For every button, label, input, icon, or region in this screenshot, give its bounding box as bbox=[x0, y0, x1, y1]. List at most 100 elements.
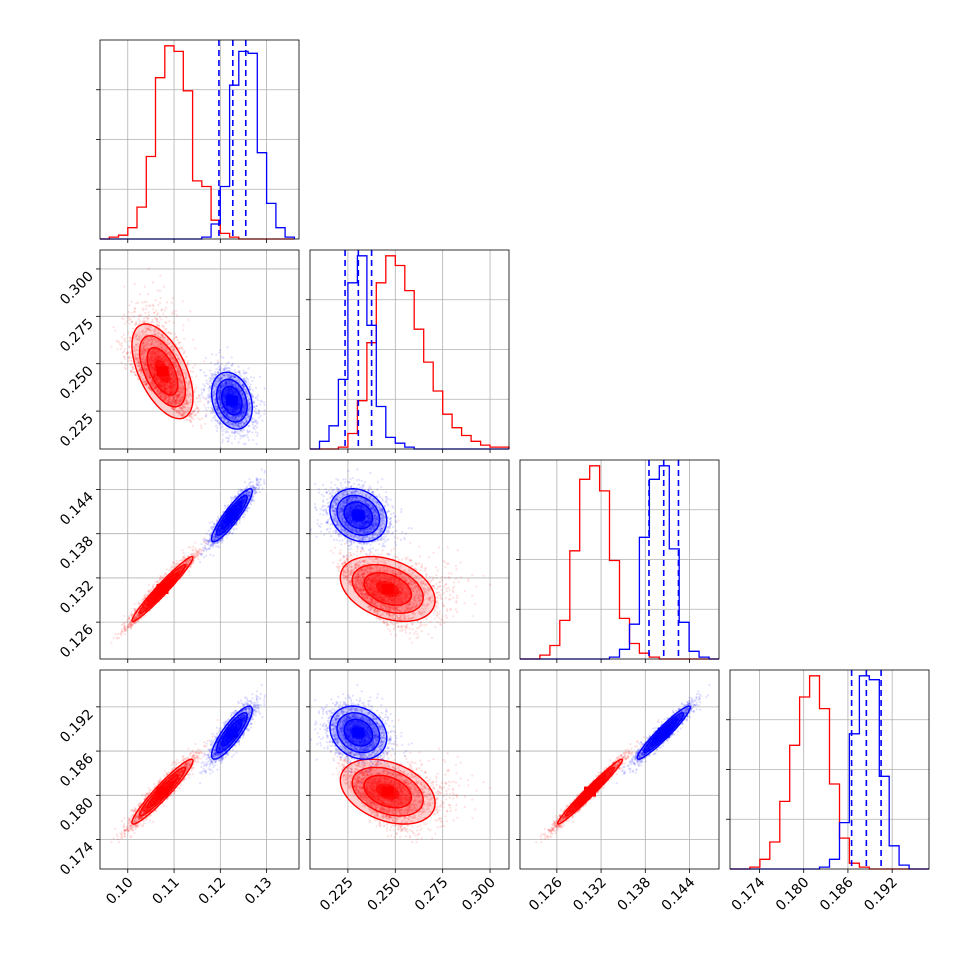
scatter-point bbox=[163, 383, 166, 386]
scatter-point bbox=[186, 361, 190, 365]
scatter-point bbox=[163, 394, 166, 397]
scatter-point bbox=[149, 356, 152, 359]
scatter-point bbox=[171, 381, 174, 384]
scatter-point bbox=[154, 372, 157, 376]
scatter-point bbox=[163, 384, 166, 387]
scatter-point bbox=[144, 361, 147, 364]
scatter-point bbox=[139, 369, 142, 372]
scatter-point bbox=[166, 359, 169, 362]
scatter-point bbox=[159, 289, 162, 292]
scatter-point bbox=[198, 418, 201, 421]
scatter-point bbox=[194, 347, 197, 350]
scatter-point bbox=[161, 385, 164, 388]
scatter-point bbox=[236, 432, 239, 435]
scatter-point bbox=[164, 345, 167, 348]
scatter-point bbox=[150, 355, 153, 358]
scatter-point bbox=[226, 346, 229, 349]
scatter-point bbox=[149, 304, 152, 307]
scatter-point bbox=[171, 396, 175, 399]
scatter-point bbox=[158, 391, 161, 394]
scatter-point bbox=[152, 374, 155, 378]
scatter-point bbox=[140, 330, 144, 333]
scatter-point bbox=[216, 362, 219, 365]
scatter-point bbox=[200, 424, 203, 427]
scatter-point bbox=[178, 394, 181, 397]
scatter-point bbox=[134, 356, 138, 360]
scatter-point bbox=[155, 339, 158, 342]
scatter-point bbox=[134, 357, 137, 360]
scatter-point bbox=[153, 311, 156, 314]
scatter-point bbox=[192, 418, 195, 421]
scatter-point bbox=[168, 351, 171, 354]
scatter-point bbox=[252, 427, 255, 430]
scatter-point bbox=[177, 342, 180, 345]
scatter-point bbox=[155, 387, 158, 390]
scatter-point bbox=[168, 386, 171, 390]
scatter-point bbox=[128, 336, 131, 339]
scatter-point bbox=[164, 306, 168, 309]
scatter-point bbox=[164, 389, 167, 392]
scatter-point bbox=[157, 391, 160, 394]
scatter-point bbox=[132, 345, 135, 348]
scatter-point bbox=[163, 395, 166, 398]
scatter-point bbox=[214, 363, 217, 366]
scatter-point bbox=[155, 376, 158, 380]
scatter-point bbox=[169, 382, 172, 385]
scatter-point bbox=[129, 318, 132, 321]
scatter-point bbox=[171, 374, 174, 377]
scatter-point bbox=[133, 347, 136, 350]
scatter-point bbox=[152, 384, 155, 387]
scatter-point bbox=[149, 388, 152, 391]
scatter-point bbox=[152, 367, 155, 370]
scatter-point bbox=[154, 334, 157, 337]
scatter-point bbox=[172, 380, 175, 383]
scatter-point bbox=[129, 363, 132, 366]
scatter-point bbox=[189, 412, 192, 415]
scatter-point bbox=[147, 373, 150, 376]
scatter-point bbox=[176, 371, 180, 374]
scatter-point bbox=[145, 362, 148, 365]
scatter-point bbox=[159, 342, 162, 345]
scatter-point bbox=[149, 321, 153, 324]
scatter-point bbox=[145, 380, 148, 383]
scatter-point bbox=[171, 379, 175, 382]
scatter-point bbox=[191, 410, 194, 414]
scatter-point bbox=[171, 400, 174, 403]
scatter-point bbox=[134, 322, 137, 325]
scatter-point bbox=[152, 368, 156, 371]
scatter-point bbox=[162, 285, 165, 288]
scatter-point bbox=[143, 348, 146, 352]
scatter-point bbox=[167, 396, 171, 399]
scatter-point bbox=[147, 375, 150, 379]
scatter-point bbox=[215, 353, 218, 356]
scatter-point bbox=[173, 387, 176, 390]
scatter-point bbox=[181, 346, 184, 349]
scatter-point bbox=[158, 393, 161, 396]
scatter-point bbox=[162, 396, 166, 399]
scatter-point bbox=[183, 369, 186, 372]
scatter-point bbox=[174, 366, 177, 369]
scatter-point bbox=[174, 380, 177, 384]
scatter-point bbox=[119, 347, 122, 350]
scatter-point bbox=[146, 321, 149, 324]
scatter-point bbox=[156, 389, 159, 393]
scatter-point bbox=[198, 395, 201, 398]
scatter-point bbox=[191, 380, 194, 383]
scatter-point bbox=[263, 409, 266, 412]
scatter-point bbox=[162, 360, 166, 363]
scatter-point bbox=[154, 386, 157, 389]
scatter-point bbox=[144, 311, 147, 315]
scatter-point bbox=[171, 398, 174, 401]
scatter-point bbox=[180, 412, 183, 415]
scatter-point bbox=[134, 373, 137, 376]
scatter-point bbox=[155, 357, 158, 360]
scatter-point bbox=[158, 382, 161, 385]
scatter-point bbox=[251, 389, 254, 392]
scatter-point bbox=[170, 377, 173, 380]
scatter-point bbox=[139, 368, 142, 371]
scatter-point bbox=[174, 377, 177, 380]
scatter-point bbox=[163, 330, 166, 333]
scatter-point bbox=[165, 383, 168, 386]
scatter-point bbox=[247, 367, 250, 370]
scatter-point bbox=[163, 386, 166, 389]
